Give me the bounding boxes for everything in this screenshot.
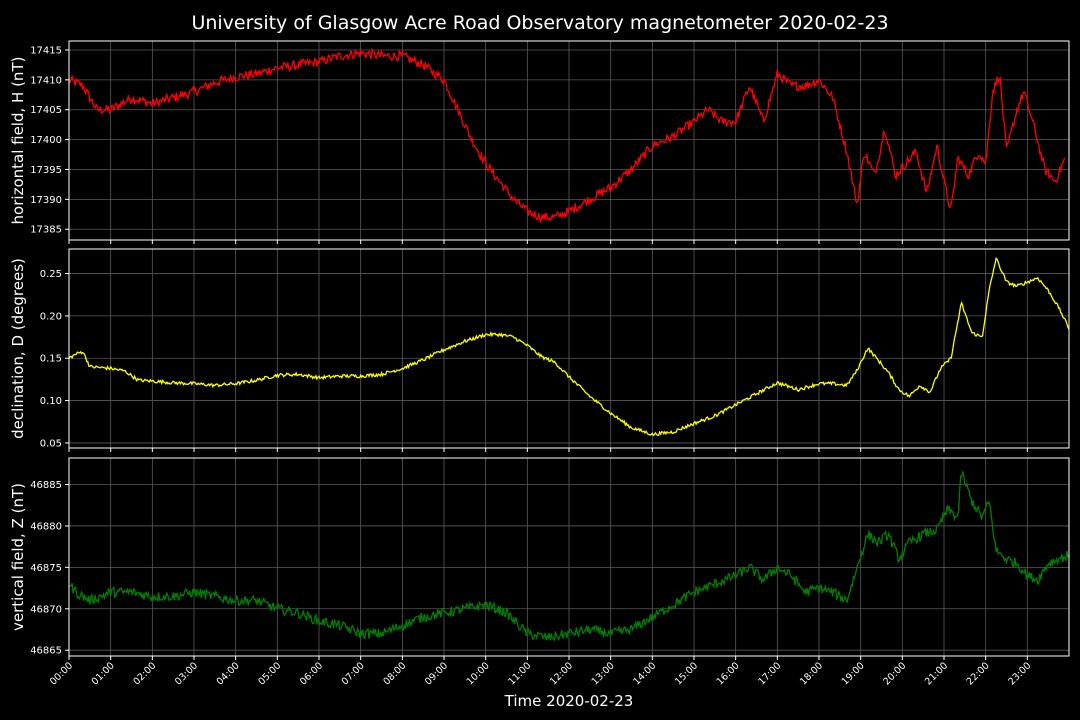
panel-1-ytick-label-4: 17405 [30, 105, 62, 116]
panel-1: 17385 17390 17395 17400 17405 17410 17415horiz… [9, 40, 1070, 244]
panel-3-series-line [68, 469, 1070, 642]
panel-1-ytick-label-3: 17400 [30, 135, 62, 146]
panel-1-ytick-label-6: 17415 [30, 45, 62, 56]
panel-2: 0.05 0.10 0.15 0.20 0.25 declination, D (degr… [9, 248, 1070, 452]
panel-1-ytick-label-1: 17390 [30, 195, 62, 206]
panel-1-frame [68, 40, 1070, 241]
panel-3-ytick-label-4: 46885 [30, 480, 62, 491]
panel-1-ytick-label-2: 17395 [30, 165, 62, 176]
panel-1-y-axis-label: horizontal field, H (nT) [9, 57, 27, 225]
panel-2-ytick-label-1: 0.10 [40, 396, 62, 407]
panel-2-y-axis-label: declination, D (degrees) [9, 258, 27, 439]
panel-3-ytick-label-0: 46865 [30, 646, 62, 657]
panel-3-y-axis-label: vertical field, Z (nT) [9, 483, 27, 631]
panel-1-series-line [68, 47, 1066, 224]
panels-group: 17385 17390 17395 17400 17405 17410 17415horiz… [9, 40, 1070, 660]
chart-title: University of Glasgow Acre Road Observat… [191, 12, 888, 34]
panel-3-ytick-label-1: 46870 [30, 604, 62, 615]
panel-2-ytick-label-2: 0.15 [40, 354, 62, 365]
panel-2-frame [68, 248, 1070, 449]
panel-3-ytick-label-2: 46875 [30, 563, 62, 574]
panel-2-series-line [68, 257, 1070, 437]
x-axis-label: Time 2020-02-23 [504, 692, 634, 710]
panel-3-ytick-label-3: 46880 [30, 521, 62, 532]
panel-2-ytick-label-4: 0.25 [40, 269, 62, 280]
panel-2-ytick-label-0: 0.05 [40, 438, 62, 449]
panel-3-frame [68, 457, 1070, 657]
panel-1-ytick-label-5: 17410 [30, 75, 62, 86]
panel-2-ytick-label-3: 0.20 [40, 311, 62, 322]
panel-1-ytick-label-0: 17385 [30, 225, 62, 236]
